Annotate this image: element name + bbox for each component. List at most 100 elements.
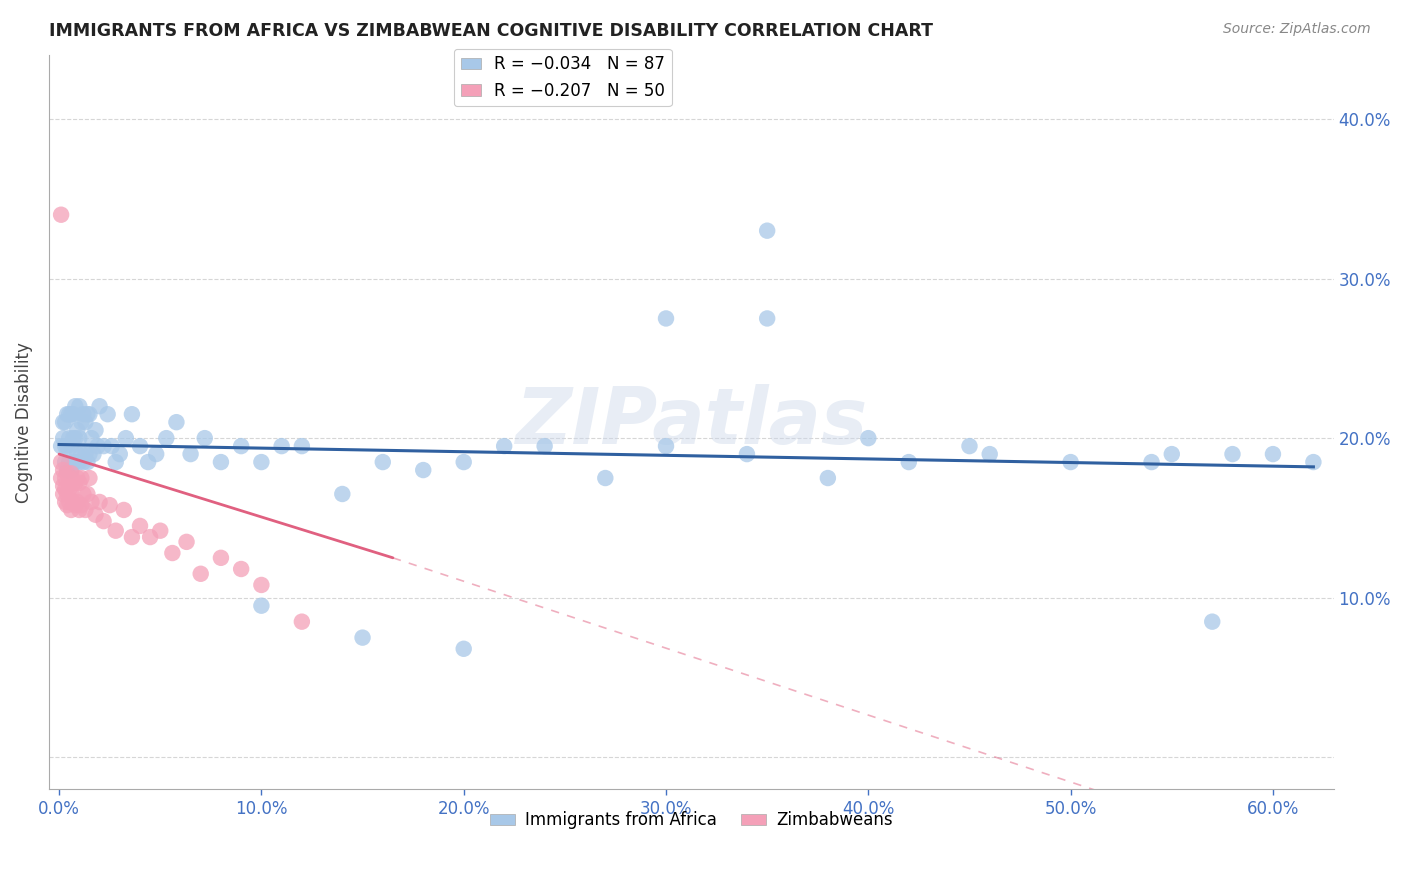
Point (66, 423, 89, 437)
Point (84, 508, 107, 522)
Point (145, 447, 167, 461)
Point (595, 471, 617, 485)
Point (1201, 615, 1223, 629)
Point (67, 475, 90, 490)
Point (56, 439, 79, 453)
Point (93, 439, 115, 453)
Point (129, 519, 152, 533)
Point (80, 495, 103, 509)
Point (104, 455, 127, 469)
Point (60, 467, 83, 481)
Point (453, 641, 475, 656)
Point (52, 415, 75, 429)
Point (735, 447, 758, 461)
Point (494, 439, 516, 453)
Point (1059, 455, 1081, 469)
Point (58, 495, 80, 509)
Point (149, 524, 172, 538)
Point (655, 439, 678, 453)
Point (53, 471, 76, 485)
Y-axis label: Cognitive Disability: Cognitive Disability (15, 342, 32, 502)
Point (49, 208, 72, 222)
Point (62, 475, 84, 490)
Point (858, 431, 880, 445)
Point (250, 455, 273, 469)
Point (65, 431, 87, 445)
Point (231, 439, 253, 453)
Point (129, 439, 152, 453)
Point (817, 471, 839, 485)
Point (756, 311, 779, 326)
Point (155, 431, 177, 445)
Point (1222, 447, 1244, 461)
Point (72, 455, 94, 469)
Point (70, 415, 93, 429)
Point (70, 471, 93, 485)
Point (190, 566, 212, 581)
Point (62, 407, 84, 421)
Point (112, 503, 135, 517)
Point (79, 407, 101, 421)
Point (1160, 447, 1182, 461)
Point (115, 431, 138, 445)
Point (89, 399, 111, 413)
Point (352, 631, 374, 645)
Point (75, 503, 97, 517)
Point (80, 431, 103, 445)
Point (84, 423, 107, 437)
Point (49, 455, 72, 469)
Point (56, 467, 79, 481)
Point (121, 530, 143, 544)
Point (412, 463, 434, 477)
Point (65, 399, 87, 413)
Point (52, 479, 75, 493)
Point (371, 455, 394, 469)
Text: ZIPatlas: ZIPatlas (515, 384, 868, 460)
Point (66, 495, 89, 509)
Point (270, 439, 292, 453)
Point (60, 463, 83, 477)
Point (897, 455, 920, 469)
Point (959, 439, 981, 453)
Point (65, 498, 87, 512)
Point (58, 471, 80, 485)
Point (93, 514, 115, 528)
Point (75, 415, 97, 429)
Point (655, 311, 678, 326)
Point (75, 447, 97, 461)
Point (250, 599, 273, 613)
Point (194, 431, 217, 445)
Point (104, 524, 127, 538)
Point (52, 463, 75, 477)
Point (65, 475, 87, 490)
Point (58, 482, 80, 496)
Point (67, 399, 90, 413)
Point (58, 455, 80, 469)
Point (209, 455, 232, 469)
Point (56, 498, 79, 512)
Point (72, 407, 94, 421)
Point (250, 578, 273, 592)
Point (62, 455, 84, 469)
Point (67, 503, 90, 517)
Point (53, 455, 76, 469)
Point (139, 530, 162, 544)
Point (165, 415, 187, 429)
Point (98, 498, 121, 512)
Text: Source: ZipAtlas.com: Source: ZipAtlas.com (1223, 22, 1371, 37)
Point (56, 463, 79, 477)
Point (56, 407, 79, 421)
Point (82, 447, 104, 461)
Point (53, 439, 76, 453)
Point (67, 431, 90, 445)
Point (49, 439, 72, 453)
Legend: Immigrants from Africa, Zimbabweans: Immigrants from Africa, Zimbabweans (482, 805, 900, 836)
Point (100, 439, 122, 453)
Point (67, 455, 90, 469)
Point (65, 455, 87, 469)
Point (58, 407, 80, 421)
Point (1302, 455, 1324, 469)
Point (291, 439, 314, 453)
Point (533, 439, 555, 453)
Point (52, 431, 75, 445)
